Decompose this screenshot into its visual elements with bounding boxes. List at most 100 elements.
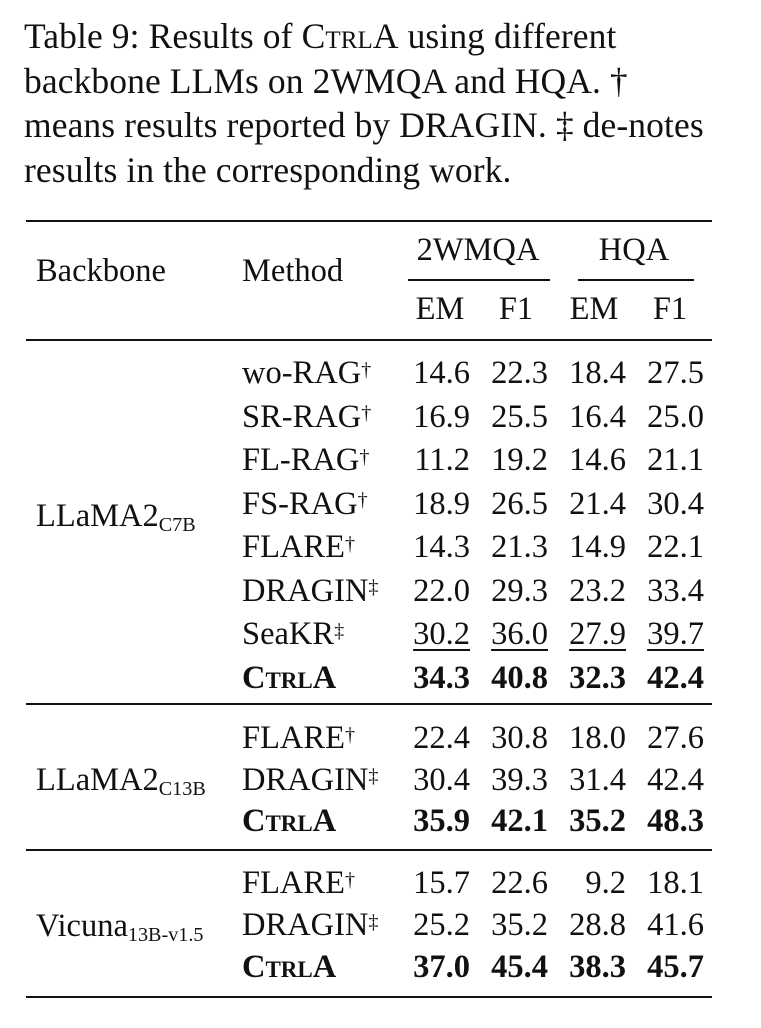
metric-value: 25.5 — [468, 397, 548, 437]
group-underline-2wmqa — [408, 279, 550, 281]
method-name: SeaKR‡ — [242, 614, 344, 654]
metric-value-text: 35.2 — [569, 803, 626, 839]
metric-value: 34.3 — [390, 658, 470, 698]
header-backbone: Backbone — [36, 253, 166, 289]
header-group-2wmqa: 2WMQA — [416, 232, 540, 268]
metric-value-text: 19.2 — [491, 442, 548, 478]
metric-value: 35.2 — [546, 801, 626, 841]
metric-value: 11.2 — [390, 440, 470, 480]
method-label: DRAGIN — [242, 761, 369, 798]
method-label: SR-RAG — [242, 398, 362, 435]
metric-value: 25.2 — [390, 905, 470, 945]
metric-value-text: 27.6 — [647, 720, 704, 756]
method-label: FLARE — [242, 865, 345, 901]
header-metric-em: EM — [415, 291, 465, 327]
method-label: FL-RAG — [242, 442, 360, 478]
metric-value-text: 37.0 — [413, 949, 470, 985]
metric-value: 42.4 — [624, 658, 704, 698]
method-footnote-mark: † — [361, 402, 372, 425]
metric-value-text: 35.2 — [491, 907, 548, 943]
metric-value: 30.8 — [468, 718, 548, 758]
backbone-label: LLaMA2C7B — [36, 496, 196, 536]
backbone-variant: 13B-v1.5 — [127, 924, 204, 947]
metric-value: 37.0 — [390, 947, 470, 987]
metric-value: 22.3 — [468, 353, 548, 393]
metric-value-text: 18.0 — [569, 720, 626, 756]
method-label: DRAGIN — [242, 572, 369, 609]
header-metric-f1: F1 — [652, 291, 688, 327]
header-group-hqa: HQA — [598, 232, 670, 268]
method-name: wo-RAG† — [242, 353, 371, 393]
method-label: FLARE — [242, 720, 345, 756]
method-label: SeaKR — [242, 616, 335, 652]
metric-value: 35.2 — [468, 905, 548, 945]
metric-value: 16.9 — [390, 397, 470, 437]
metric-value-text: 42.1 — [491, 803, 548, 839]
metric-value: 30.4 — [390, 760, 470, 800]
backbone-name: LLaMA2 — [36, 498, 159, 534]
metric-value-text: 39.7 — [647, 616, 704, 652]
metric-value-text: 18.4 — [569, 355, 626, 391]
metric-value: 14.6 — [546, 440, 626, 480]
metric-value: 27.5 — [624, 353, 704, 393]
metric-value-text: 35.9 — [413, 803, 470, 839]
metric-value: 21.1 — [624, 440, 704, 480]
metric-value: 39.3 — [468, 760, 548, 800]
method-label: DRAGIN — [242, 907, 369, 943]
metric-value: 15.7 — [390, 863, 470, 903]
metric-value-text: 48.3 — [647, 803, 704, 839]
metric-value: 9.2 — [546, 863, 626, 903]
method-label: CtrlA — [242, 659, 337, 696]
metric-value-text: 21.3 — [491, 529, 548, 565]
bottom-rule — [26, 996, 712, 999]
metric-value-text: 33.4 — [647, 572, 704, 609]
metric-value: 27.6 — [624, 718, 704, 758]
metric-value: 36.0 — [468, 614, 548, 654]
metric-value: 21.4 — [546, 484, 626, 524]
metric-value: 45.4 — [468, 947, 548, 987]
metric-value: 18.0 — [546, 718, 626, 758]
metric-value-text: 45.4 — [491, 949, 548, 985]
backbone-name: LLaMA2 — [36, 762, 159, 798]
metric-value-text: 21.1 — [647, 442, 704, 478]
metric-value: 22.1 — [624, 527, 704, 567]
metric-value-text: 22.6 — [491, 865, 548, 901]
metric-value-text: 30.2 — [413, 616, 470, 652]
method-label: CtrlA — [242, 949, 337, 985]
metric-value-text: 11.2 — [414, 442, 470, 478]
metric-value-text: 32.3 — [569, 659, 626, 696]
method-name: FS-RAG† — [242, 484, 368, 524]
metric-value-text: 30.4 — [413, 761, 470, 798]
metric-value: 18.9 — [390, 484, 470, 524]
metric-value: 33.4 — [624, 571, 704, 611]
metric-value-text: 18.1 — [647, 865, 704, 901]
metric-value: 14.9 — [546, 527, 626, 567]
metric-value-text: 14.3 — [413, 529, 470, 565]
metric-value: 14.6 — [390, 353, 470, 393]
metric-value: 22.6 — [468, 863, 548, 903]
backbone-label: LLaMA2C13B — [36, 760, 206, 800]
metric-value-text: 18.9 — [413, 485, 470, 522]
method-footnote-mark: ‡ — [368, 576, 379, 599]
metric-value: 48.3 — [624, 801, 704, 841]
metric-value: 25.0 — [624, 397, 704, 437]
group-underline-hqa — [578, 279, 694, 281]
method-name: DRAGIN‡ — [242, 905, 378, 945]
block-divider-1 — [26, 703, 712, 705]
caption-prefix: Table 9: Results of — [24, 16, 302, 56]
backbone-label: Vicuna13B-v1.5 — [36, 906, 203, 946]
method-name: FLARE† — [242, 863, 355, 903]
metric-value-text: 22.0 — [413, 572, 470, 609]
metric-value-text: 16.9 — [413, 398, 470, 435]
block-divider-2 — [26, 849, 712, 851]
metric-value-text: 40.8 — [491, 659, 548, 696]
metric-value-text: 14.6 — [569, 442, 626, 478]
metric-value: 42.1 — [468, 801, 548, 841]
method-footnote-mark: † — [344, 723, 356, 746]
method-label: CtrlA — [242, 803, 337, 839]
metric-value: 16.4 — [546, 397, 626, 437]
metric-value-text: 38.3 — [569, 949, 626, 985]
metric-value-text: 42.4 — [647, 659, 704, 696]
metric-value-text: 26.5 — [491, 485, 548, 522]
metric-value-text: 25.5 — [491, 398, 548, 435]
